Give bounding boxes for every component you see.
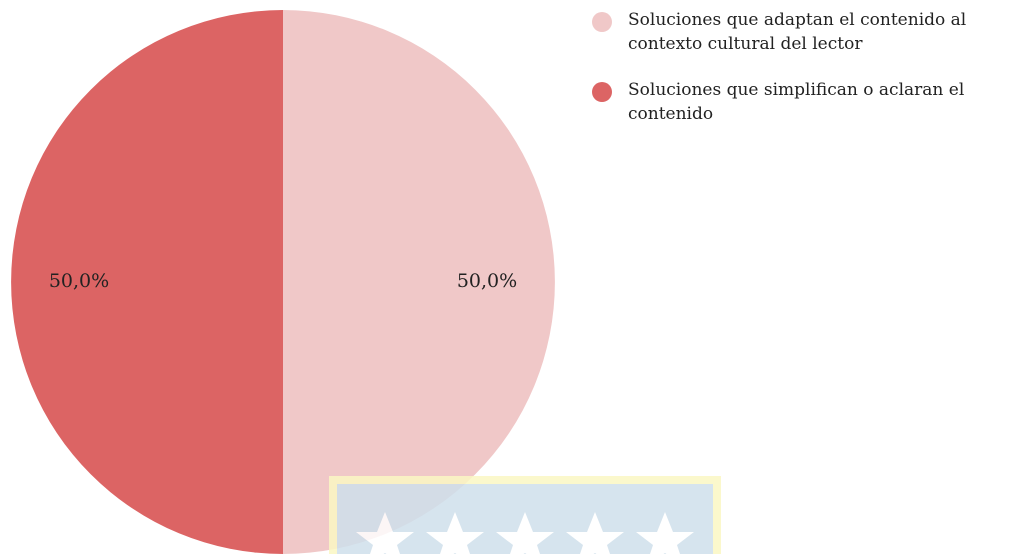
legend-label: Soluciones que simplifican o aclaran el … (628, 80, 965, 124)
watermark (329, 476, 721, 554)
pie-slice (283, 10, 555, 554)
legend: Soluciones que adaptan el contenido al c… (592, 8, 1008, 148)
pie-slice (11, 10, 283, 554)
watermark-stars (356, 512, 694, 554)
legend-label: Soluciones que adaptan el contenido al c… (628, 10, 967, 54)
slice-label: 50,0% (457, 270, 517, 292)
legend-swatch (592, 82, 612, 102)
legend-swatch (592, 12, 612, 32)
slices (11, 10, 555, 554)
legend-item: Soluciones que adaptan el contenido al c… (592, 8, 1008, 56)
slice-labels: 50,0% 50,0% (49, 270, 517, 292)
legend-item: Soluciones que simplifican o aclaran el … (592, 78, 1008, 126)
slice-label: 50,0% (49, 270, 109, 292)
